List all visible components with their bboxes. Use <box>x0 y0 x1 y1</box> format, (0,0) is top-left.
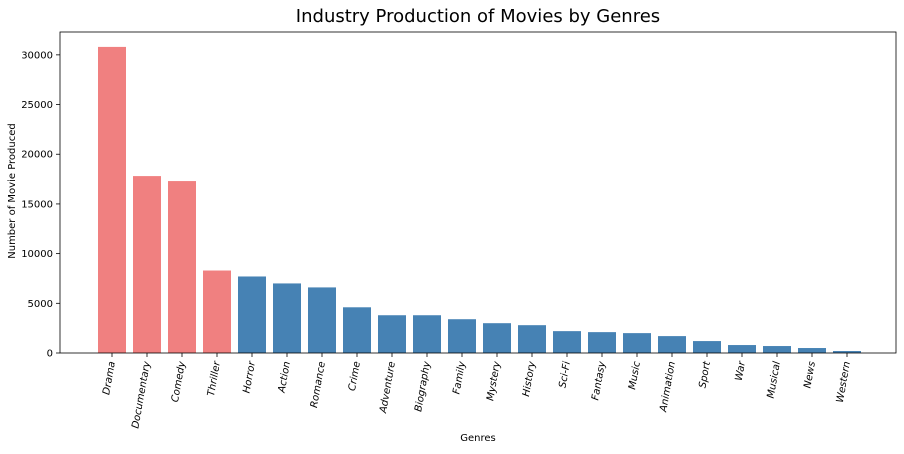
bar-sci-fi <box>553 331 581 353</box>
bar-documentary <box>133 176 161 353</box>
bar-sport <box>693 341 721 353</box>
y-tick-label: 0 <box>47 349 53 360</box>
bar-comedy <box>168 181 196 353</box>
bar-horror <box>238 276 266 353</box>
bar-music <box>623 333 651 353</box>
bar-animation <box>658 336 686 353</box>
x-tick-label: War <box>734 360 748 382</box>
bar-western <box>833 351 861 353</box>
bar-fantasy <box>588 332 616 353</box>
bar-drama <box>98 46 126 354</box>
y-axis: 0 5000 10000 15000 20000 25000 30000 <box>21 50 60 360</box>
bar-mystery <box>483 323 511 353</box>
y-tick-label: 25000 <box>21 100 53 111</box>
bar-thriller <box>203 270 231 353</box>
chart-title: Industry Production of Movies by Genres <box>296 6 660 27</box>
plot-frame <box>59 31 897 354</box>
x-tick-label: Crime <box>347 361 363 392</box>
x-tick-label: News <box>802 361 818 390</box>
y-tick-label: 5000 <box>28 299 53 310</box>
bar-history <box>518 325 546 353</box>
bar-news <box>798 348 826 353</box>
bar-family <box>448 319 476 353</box>
bar-romance <box>308 287 336 353</box>
bar-war <box>728 345 756 353</box>
y-tick-label: 30000 <box>21 50 53 61</box>
bar-crime <box>343 307 371 353</box>
bar-action <box>273 283 301 353</box>
x-tick-label: Music <box>627 360 643 390</box>
x-tick-label: Sci-Fi <box>557 360 573 388</box>
y-tick-label: 20000 <box>21 150 53 161</box>
y-tick-label: 10000 <box>21 249 53 260</box>
bar-adventure <box>378 315 406 353</box>
y-axis-label: Number of Movie Produced <box>7 123 18 259</box>
bar-biography <box>413 315 441 353</box>
y-tick-label: 15000 <box>21 199 53 210</box>
bars <box>98 46 861 354</box>
bar-musical <box>763 346 791 353</box>
x-tick-label: Sport <box>697 360 713 389</box>
x-axis-label: Genres <box>460 433 496 444</box>
